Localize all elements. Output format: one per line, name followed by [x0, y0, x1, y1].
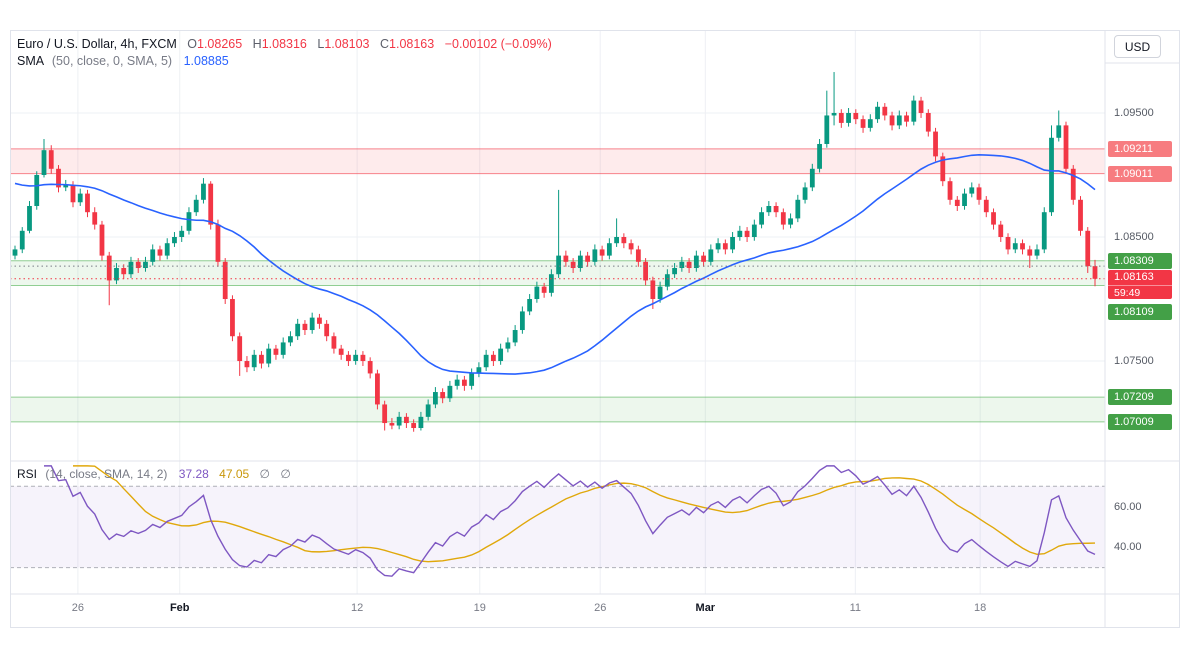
chart-canvas[interactable]	[10, 30, 1180, 628]
legend-row-sma: SMA (50, close, 0, SMA, 5) 1.08885	[17, 53, 552, 70]
ohlc-close-value: 1.08163	[389, 37, 435, 51]
price-level-badge: 1.08109	[1108, 303, 1172, 320]
rsi-value: 37.28	[178, 467, 209, 481]
currency-toggle-button[interactable]: USD	[1114, 35, 1161, 58]
bar-countdown: 59:49	[1108, 284, 1172, 299]
rsi-indicator-params: (14, close, SMA, 14, 2)	[45, 467, 168, 481]
ohlc-open-key: O	[187, 37, 197, 51]
rsi-indicator-name[interactable]: RSI	[17, 467, 38, 481]
ohlc-high-value: 1.08316	[261, 37, 307, 51]
price-level-badge: 1.09211	[1108, 140, 1172, 157]
last-price-value: 1.08163	[1114, 270, 1154, 283]
time-axis-label: 26	[71, 602, 84, 614]
ohlc-close-key: C	[380, 37, 390, 51]
price-axis-label: 1.07500	[1114, 355, 1154, 368]
ohlc-open-value: 1.08265	[197, 37, 243, 51]
last-price-badge: 1.08163 59:49	[1108, 269, 1172, 299]
legend-row-symbol: Euro / U.S. Dollar, 4h, FXCM O1.08265 H1…	[17, 36, 552, 53]
symbol-title[interactable]: Euro / U.S. Dollar, 4h, FXCM	[17, 37, 177, 51]
time-axis-label: Mar	[695, 602, 716, 614]
sma-line	[14, 154, 1096, 375]
ohlc-low-key: L	[317, 37, 325, 51]
rsi-bb-upper-value: ∅	[259, 467, 270, 481]
chart-widget: Euro / U.S. Dollar, 4h, FXCM O1.08265 H1…	[10, 30, 1180, 628]
rsi-bb-lower-value: ∅	[280, 467, 291, 481]
ohlc-low-value: 1.08103	[324, 37, 370, 51]
ohlc-high-key: H	[252, 37, 262, 51]
rsi-axis-label: 40.00	[1114, 541, 1142, 554]
time-axis-label: 18	[974, 602, 987, 614]
price-axis-label: 1.09500	[1114, 106, 1154, 119]
price-level-badge: 1.07209	[1108, 389, 1172, 406]
main-series-legend: Euro / U.S. Dollar, 4h, FXCM O1.08265 H1…	[17, 36, 552, 70]
frame-lines-layer	[10, 30, 1180, 628]
rsi-ma-value: 47.05	[219, 467, 250, 481]
price-level-badge: 1.08309	[1108, 252, 1172, 269]
time-axis-label: 12	[350, 602, 364, 614]
rsi-legend: RSI (14, close, SMA, 14, 2) 37.28 47.05 …	[17, 467, 291, 482]
price-level-badge: 1.09011	[1108, 165, 1172, 182]
change-value: −0.00102 (−0.09%)	[444, 37, 552, 51]
time-axis-label: 26	[594, 602, 607, 614]
time-axis-label: Feb	[169, 602, 190, 614]
time-axis-label: 11	[849, 602, 862, 614]
rsi-ma-line	[72, 465, 1096, 563]
price-level-badge: 1.07009	[1108, 413, 1172, 430]
candles-layer	[12, 72, 1098, 432]
sma-indicator-name[interactable]: SMA	[17, 54, 44, 68]
price-axis-label: 1.08500	[1114, 231, 1154, 243]
axes-layer: 1.09500 1.08500 1.07500 1.09211 1.09011 1.083…	[10, 30, 1180, 628]
time-axis-label: 19	[473, 602, 486, 614]
sma-indicator-value: 1.08885	[183, 54, 229, 68]
rsi-line	[43, 465, 1096, 577]
rsi-axis-label: 60.00	[1114, 500, 1142, 513]
sma-indicator-params: (50, close, 0, SMA, 5)	[51, 54, 173, 68]
